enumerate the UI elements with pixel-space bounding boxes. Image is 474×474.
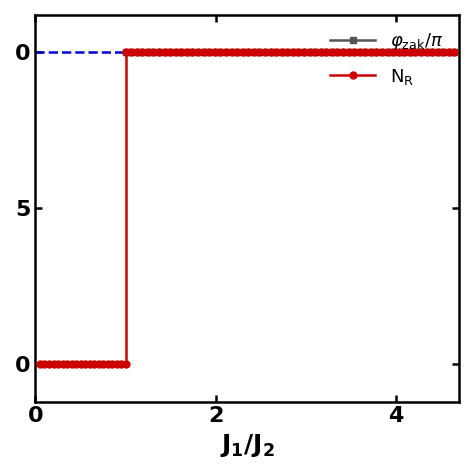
N$_\mathrm{R}$: [228, 50, 234, 55]
Line: $\varphi_\mathrm{zak}/\pi$: $\varphi_\mathrm{zak}/\pi$: [122, 49, 458, 56]
N$_\mathrm{R}$: [218, 50, 223, 55]
N$_\mathrm{R}$: [123, 50, 128, 55]
$\varphi_\mathrm{zak}/\pi$: [123, 50, 128, 55]
$\varphi_\mathrm{zak}/\pi$: [228, 50, 234, 55]
$\varphi_\mathrm{zak}/\pi$: [234, 50, 240, 55]
N$_\mathrm{R}$: [234, 50, 240, 55]
Legend: $\varphi_\mathrm{zak}/\pi$, N$_\mathrm{R}$: $\varphi_\mathrm{zak}/\pi$, N$_\mathrm{R…: [323, 24, 450, 94]
$\varphi_\mathrm{zak}/\pi$: [218, 50, 223, 55]
Line: N$_\mathrm{R}$: N$_\mathrm{R}$: [122, 49, 458, 56]
N$_\mathrm{R}$: [452, 50, 457, 55]
N$_\mathrm{R}$: [329, 50, 335, 55]
N$_\mathrm{R}$: [179, 50, 184, 55]
$\varphi_\mathrm{zak}/\pi$: [179, 50, 184, 55]
$\varphi_\mathrm{zak}/\pi$: [206, 50, 212, 55]
N$_\mathrm{R}$: [206, 50, 212, 55]
X-axis label: $\mathbf{J_1/J_2}$: $\mathbf{J_1/J_2}$: [219, 432, 275, 459]
$\varphi_\mathrm{zak}/\pi$: [329, 50, 335, 55]
$\varphi_\mathrm{zak}/\pi$: [452, 50, 457, 55]
